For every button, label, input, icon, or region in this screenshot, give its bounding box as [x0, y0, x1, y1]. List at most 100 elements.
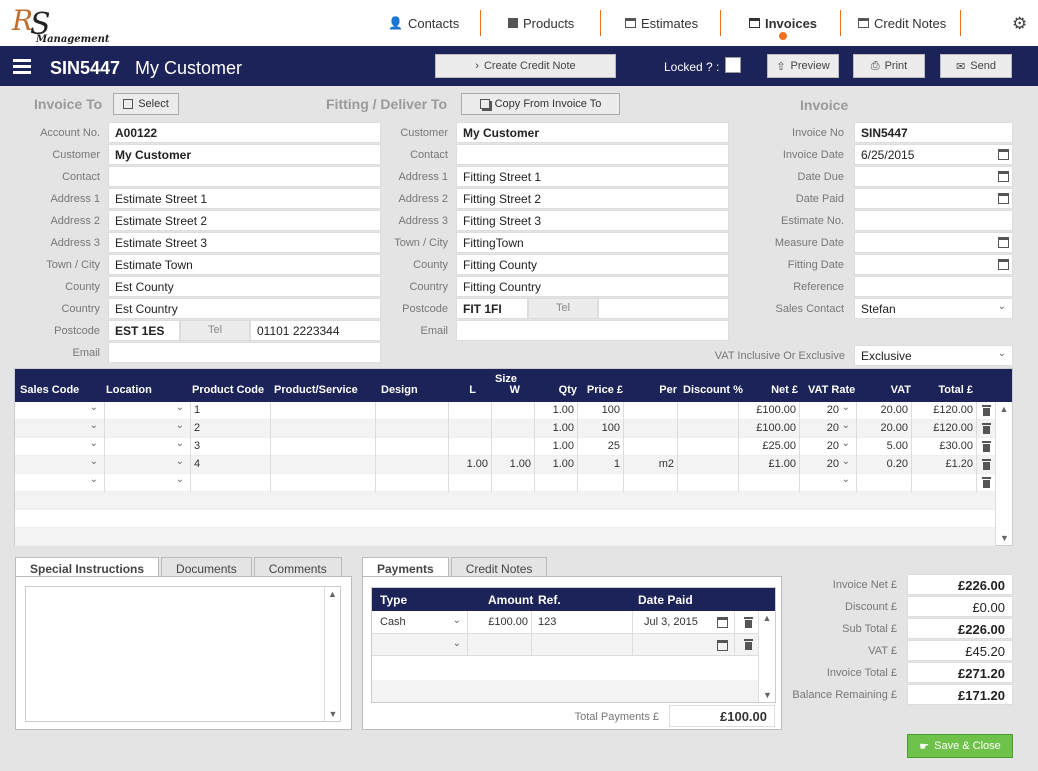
grid-cell-product-service[interactable] — [271, 474, 376, 492]
preview-button[interactable]: ⇧ Preview — [767, 54, 839, 78]
payment-ref[interactable]: 123 — [532, 611, 633, 633]
payment-amount[interactable]: £100.00 — [468, 611, 532, 633]
inv-reference-field[interactable] — [854, 276, 1013, 297]
grid-row[interactable]: ⌄ ⌄ 2 1.00 100 £100.00 20 ⌄ 20.00 £120.00 — [15, 420, 1012, 438]
grid-cell-l[interactable] — [449, 420, 492, 438]
payment-type-select[interactable]: Cash ⌄ — [372, 611, 468, 633]
inv-date-due-field[interactable] — [854, 166, 1013, 187]
grid-cell-vat-rate[interactable]: ⌄ — [800, 474, 857, 492]
copy-from-invoice-button[interactable]: Copy From Invoice To — [461, 93, 620, 115]
inv-fitting-date-field[interactable] — [854, 254, 1013, 275]
grid-cell-design[interactable] — [376, 402, 449, 420]
grid-cell-vat[interactable]: 0.20 — [857, 456, 912, 474]
payment-type-select[interactable]: ⌄ — [372, 634, 468, 656]
invto-county-field[interactable]: Est County — [108, 276, 381, 297]
invto-email-field[interactable] — [108, 342, 381, 363]
invto-postcode-field[interactable]: EST 1ES — [108, 320, 180, 341]
grid-row[interactable]: ⌄ ⌄ 1 1.00 100 £100.00 20 ⌄ 20.00 £120.00 — [15, 402, 1012, 420]
grid-cell-sales-code[interactable]: ⌄ — [15, 456, 105, 474]
grid-cell-net[interactable]: £100.00 — [739, 420, 800, 438]
grid-cell-price[interactable]: 100 — [578, 420, 624, 438]
grid-cell-total[interactable]: £1.20 — [912, 456, 977, 474]
invto-address-2-field[interactable]: Estimate Street 2 — [108, 210, 381, 231]
tab-comments[interactable]: Comments — [253, 557, 342, 580]
grid-cell-w[interactable] — [492, 402, 535, 420]
grid-cell-product-service[interactable] — [271, 402, 376, 420]
grid-cell-per[interactable] — [624, 402, 678, 420]
locked-checkbox[interactable] — [725, 57, 741, 73]
grid-cell-vat[interactable] — [857, 474, 912, 492]
grid-cell-vat-rate[interactable]: 20 ⌄ — [800, 456, 857, 474]
calendar-icon[interactable] — [998, 193, 1009, 204]
grid-cell-product-code[interactable]: 3 — [191, 438, 271, 456]
scroll-down-icon[interactable]: ▼ — [1000, 533, 1009, 543]
fit-town-city-field[interactable]: FittingTown — [456, 232, 729, 253]
grid-cell-product-service[interactable] — [271, 420, 376, 438]
nav-contacts[interactable]: 👤 Contacts — [388, 15, 460, 31]
calendar-icon[interactable] — [998, 237, 1009, 248]
grid-cell-product-code[interactable]: 1 — [191, 402, 271, 420]
calendar-icon[interactable] — [998, 149, 1009, 160]
fit-email-field[interactable] — [456, 320, 729, 341]
grid-cell-per[interactable] — [624, 438, 678, 456]
inv-invoice-date-field[interactable]: 6/25/2015 — [854, 144, 1013, 165]
trash-icon[interactable] — [982, 477, 991, 488]
fit-tel-field[interactable] — [598, 298, 729, 319]
grid-cell-vat[interactable]: 5.00 — [857, 438, 912, 456]
grid-cell-qty[interactable] — [535, 474, 578, 492]
grid-cell-net[interactable]: £25.00 — [739, 438, 800, 456]
grid-cell-qty[interactable]: 1.00 — [535, 402, 578, 420]
invto-address-1-field[interactable]: Estimate Street 1 — [108, 188, 381, 209]
inv-measure-date-field[interactable] — [854, 232, 1013, 253]
scroll-down-icon[interactable]: ▼ — [763, 690, 772, 700]
grid-cell-vat-rate[interactable]: 20 ⌄ — [800, 438, 857, 456]
grid-cell-product-service[interactable] — [271, 456, 376, 474]
payment-row[interactable]: ⌄ — [372, 634, 758, 656]
nav-credit-notes[interactable]: Credit Notes — [858, 0, 946, 46]
trash-icon[interactable] — [982, 405, 991, 416]
grid-row[interactable]: ⌄ ⌄ 4 1.00 1.00 1.00 1 m2 £1.00 20 ⌄ 0.20 £1.20 — [15, 456, 1012, 474]
trash-icon[interactable] — [744, 617, 753, 628]
grid-cell-w[interactable] — [492, 438, 535, 456]
special-instructions-textarea[interactable]: ▲ ▼ — [25, 586, 341, 722]
nav-invoices[interactable]: Invoices — [749, 0, 817, 46]
invto-tel-field[interactable]: 01101 2223344 — [250, 320, 381, 341]
grid-cell-location[interactable]: ⌄ — [105, 438, 191, 456]
inv-date-paid-field[interactable] — [854, 188, 1013, 209]
grid-cell-price[interactable]: 1 — [578, 456, 624, 474]
invto-contact-field[interactable] — [108, 166, 381, 187]
grid-cell-per[interactable] — [624, 474, 678, 492]
fit-address-3-field[interactable]: Fitting Street 3 — [456, 210, 729, 231]
grid-cell-product-code[interactable] — [191, 474, 271, 492]
grid-cell-price[interactable]: 100 — [578, 402, 624, 420]
nav-products[interactable]: Products — [508, 0, 574, 46]
grid-row[interactable]: ⌄ ⌄ 3 1.00 25 £25.00 20 ⌄ 5.00 £30.00 — [15, 438, 1012, 456]
grid-cell-design[interactable] — [376, 456, 449, 474]
scroll-down-icon[interactable]: ▼ — [328, 709, 338, 719]
fit-postcode-field[interactable]: FIT 1FI — [456, 298, 528, 319]
grid-cell-sales-code[interactable]: ⌄ — [15, 420, 105, 438]
grid-cell-discount[interactable] — [678, 438, 739, 456]
hamburger-menu-icon[interactable] — [13, 59, 31, 75]
grid-cell-qty[interactable]: 1.00 — [535, 438, 578, 456]
grid-cell-product-code[interactable]: 4 — [191, 456, 271, 474]
inv-estimate-no-field[interactable] — [854, 210, 1013, 231]
grid-cell-vat[interactable]: 20.00 — [857, 402, 912, 420]
tab-credit-notes[interactable]: Credit Notes — [450, 557, 548, 580]
fit-address-2-field[interactable]: Fitting Street 2 — [456, 188, 729, 209]
calendar-icon[interactable] — [998, 259, 1009, 270]
fit-contact-field[interactable] — [456, 144, 729, 165]
nav-estimates[interactable]: Estimates — [625, 0, 698, 46]
tab-special-instructions[interactable]: Special Instructions — [15, 557, 160, 580]
inv-invoice-no-field[interactable]: SIN5447 — [854, 122, 1013, 143]
create-credit-note-button[interactable]: › Create Credit Note — [435, 54, 616, 78]
grid-cell-l[interactable] — [449, 438, 492, 456]
calendar-icon[interactable] — [717, 640, 728, 651]
grid-cell-discount[interactable] — [678, 474, 739, 492]
grid-cell-sales-code[interactable]: ⌄ — [15, 438, 105, 456]
grid-cell-design[interactable] — [376, 438, 449, 456]
payment-date[interactable]: Jul 3, 2015 — [633, 611, 735, 633]
grid-cell-total[interactable]: £120.00 — [912, 420, 977, 438]
grid-cell-net[interactable]: £1.00 — [739, 456, 800, 474]
fit-address-1-field[interactable]: Fitting Street 1 — [456, 166, 729, 187]
